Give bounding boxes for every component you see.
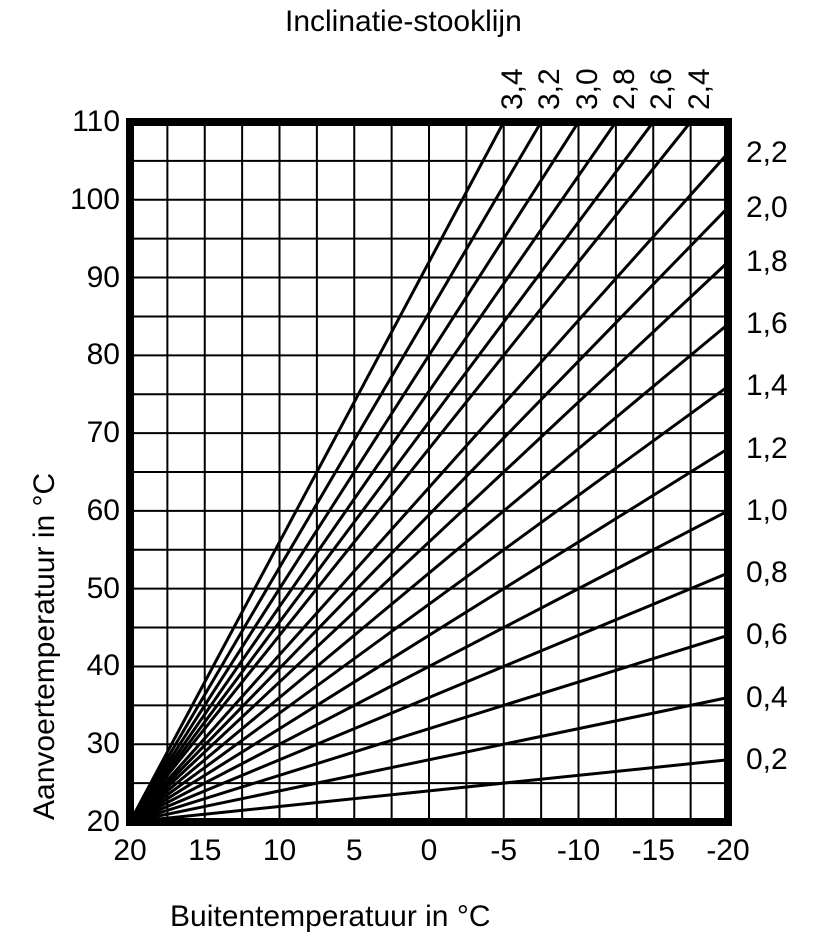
y-axis-label: Aanvoertemperatuur in °C <box>28 473 62 820</box>
y-tick: 80 <box>60 338 120 372</box>
slope-label: 2,8 <box>608 68 642 110</box>
x-tick: -5 <box>490 834 517 868</box>
slope-label: 2,0 <box>746 191 788 225</box>
slope-label: 0,4 <box>746 681 788 715</box>
slope-label: 3,0 <box>571 68 605 110</box>
slope-label: 3,2 <box>533 68 567 110</box>
x-tick: 0 <box>421 834 438 868</box>
slope-label: 1,8 <box>746 245 788 279</box>
y-tick: 100 <box>60 183 120 217</box>
slope-label: 1,0 <box>746 494 788 528</box>
slope-label: 0,8 <box>746 556 788 590</box>
y-tick: 20 <box>60 805 120 839</box>
slope-label: 1,2 <box>746 432 788 466</box>
slope-label: 3,4 <box>496 68 530 110</box>
x-tick: 15 <box>188 834 221 868</box>
y-tick: 30 <box>60 727 120 761</box>
chart-title: Inclinatie-stooklijn <box>285 5 522 39</box>
x-tick: -15 <box>632 834 675 868</box>
y-tick: 110 <box>60 105 120 139</box>
slope-label: 2,6 <box>645 68 679 110</box>
y-tick: 50 <box>60 572 120 606</box>
y-tick: 70 <box>60 416 120 450</box>
y-tick: 90 <box>60 261 120 295</box>
x-tick: 20 <box>113 834 146 868</box>
x-tick: 10 <box>263 834 296 868</box>
slope-label: 2,4 <box>683 68 717 110</box>
slope-label: 0,6 <box>746 618 788 652</box>
slope-label: 0,2 <box>746 743 788 777</box>
y-tick: 40 <box>60 649 120 683</box>
x-tick: 5 <box>346 834 363 868</box>
slope-label: 1,4 <box>746 369 788 403</box>
y-tick: 60 <box>60 494 120 528</box>
chart-plot <box>0 0 833 950</box>
x-tick: -20 <box>706 834 749 868</box>
chart-container: Inclinatie-stooklijn Aanvoertemperatuur … <box>0 0 833 950</box>
x-axis-label: Buitentemperatuur in °C <box>170 900 491 934</box>
x-tick: -10 <box>557 834 600 868</box>
slope-label: 2,2 <box>746 136 788 170</box>
slope-label: 1,6 <box>746 307 788 341</box>
